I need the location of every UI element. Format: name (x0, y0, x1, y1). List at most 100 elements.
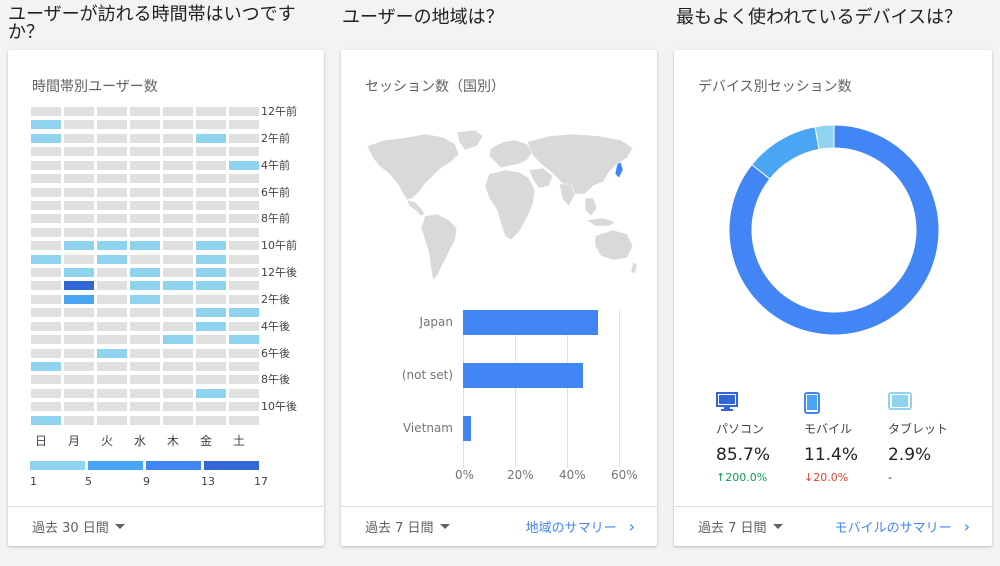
heatmap-cell (163, 187, 193, 197)
heatmap-cell (31, 281, 61, 291)
date-range-label: 過去 7 日間 (698, 521, 767, 536)
heatmap-hour-label: 10午後 (261, 400, 297, 414)
map-africa (484, 169, 536, 241)
bar-x-tick: 0% (455, 468, 475, 482)
heatmap-cell (97, 160, 127, 170)
map-india (558, 183, 576, 207)
heatmap-cell (31, 187, 61, 197)
heatmap-cell (196, 294, 226, 304)
heatmap-day-label: 日 (35, 434, 48, 448)
heatmap-cell (130, 174, 160, 184)
heatmap-cell (163, 308, 193, 318)
heatmap-cell (196, 200, 226, 210)
heatmap-legend-segment (204, 461, 259, 470)
date-range-dropdown[interactable]: 過去 7 日間 (365, 517, 450, 536)
heatmap-cell (97, 227, 127, 237)
date-range-dropdown[interactable]: 過去 7 日間 (698, 517, 783, 536)
map-middle-east (528, 167, 554, 189)
heatmap-cell (163, 133, 193, 143)
mobile-icon (804, 392, 884, 414)
heatmap-cell (163, 281, 193, 291)
region-summary-link[interactable]: 地域のサマリー › (526, 517, 635, 536)
heatmap-cell (163, 294, 193, 304)
heatmap-cell (229, 402, 259, 412)
heatmap-cell (97, 388, 127, 398)
device-summary-link[interactable]: モバイルのサマリー › (835, 517, 970, 536)
heatmap-cell (130, 268, 160, 278)
heatmap-cell (97, 241, 127, 251)
heatmap-legend-tick: 13 (201, 475, 215, 488)
bar-x-tick: 60% (611, 468, 638, 482)
heatmap-cell (31, 200, 61, 210)
heatmap-cell (196, 308, 226, 318)
heatmap-cell (229, 308, 259, 318)
device-percentage: 2.9% (888, 445, 932, 465)
heatmap-hour-label: 2午前 (261, 131, 290, 145)
sessions-bar-chart: 0% 20% 40% 60% Japan (not set) Vietnam (341, 290, 657, 500)
map-new-zealand (630, 261, 638, 275)
heatmap-cell (64, 361, 94, 371)
heatmap-legend-segment (88, 461, 143, 470)
device-card: デバイス別セッション数 パソコン 85.7% ↑200.0% モバイル 11.4% ↓20… (674, 50, 992, 546)
device-item: モバイル 11.4% ↓20.0% (804, 392, 884, 484)
device-percentage: 11.4% (804, 445, 859, 465)
heatmap-cell (31, 268, 61, 278)
heatmap-cell (97, 107, 127, 116)
donut-slice-パソコン[interactable] (728, 124, 940, 336)
bar-(not set)[interactable] (463, 363, 583, 388)
heatmap-cell (196, 107, 226, 116)
donut-slice-タブレット[interactable] (814, 124, 835, 150)
bar-Vietnam[interactable] (463, 415, 471, 441)
heatmap-cell (64, 375, 94, 385)
heatmap-cell (196, 415, 226, 425)
heatmap-cell (163, 254, 193, 264)
heatmap-cell (31, 321, 61, 331)
heatmap-cell (31, 388, 61, 398)
caret-down-icon (439, 524, 450, 529)
heatmap-cell (130, 214, 160, 224)
heatmap-hour-label: 4午後 (261, 319, 290, 333)
heatmap-cell (31, 174, 61, 184)
heatmap-cell (229, 415, 259, 425)
caret-down-icon (772, 524, 783, 529)
heatmap-legend-tick: 9 (143, 475, 150, 488)
heatmap-cell (163, 388, 193, 398)
heatmap-day-label: 月 (68, 434, 81, 448)
bar-grid-line (619, 310, 620, 468)
heatmap-cell (130, 200, 160, 210)
heatmap-cell (229, 133, 259, 143)
heatmap-hour-label: 12午後 (261, 266, 297, 280)
heatmap-cell (64, 388, 94, 398)
heatmap-title: 時間帯別ユーザー数 (32, 79, 158, 95)
tablet-icon (888, 392, 968, 414)
bar-Japan[interactable] (463, 310, 599, 336)
date-range-dropdown[interactable]: 過去 30 日間 (32, 517, 125, 536)
region-title: セッション数（国別） (365, 79, 505, 95)
heatmap-cell (229, 268, 259, 278)
device-item: パソコン 85.7% ↑200.0% (716, 392, 796, 484)
device-name: タブレット (888, 422, 949, 436)
heatmap-cell (163, 174, 193, 184)
heatmap-cell (196, 227, 226, 237)
heatmap-cell (31, 335, 61, 345)
heatmap-cell (31, 133, 61, 143)
heatmap-cell (97, 120, 127, 130)
heatmap-cell (196, 388, 226, 398)
device-change: ↑200.0% (716, 471, 768, 484)
time-heatmap-card: 時間帯別ユーザー数 12午前 2午前 4午前 6午前 8午前 10午前 12午後 2午後 4午後… (8, 50, 324, 546)
heatmap-cell (163, 120, 193, 130)
heatmap-cell (64, 268, 94, 278)
section-title-time: ユーザーが訪れる時間帯はいつですか？ (8, 4, 296, 43)
heatmap-cell (196, 268, 226, 278)
heatmap-day-label: 木 (167, 434, 180, 448)
heatmap-cell (64, 241, 94, 251)
heatmap-cell (130, 254, 160, 264)
heatmap-cell (97, 321, 127, 331)
heatmap-cell (64, 227, 94, 237)
bar-grid-line (515, 310, 516, 468)
heatmap-cell (64, 160, 94, 170)
heatmap-cell (196, 375, 226, 385)
section-title-device: 最もよく使われているデバイスは？ (676, 7, 963, 28)
donut-slice-モバイル[interactable] (751, 126, 820, 180)
bar-category-label: Vietnam (402, 420, 453, 435)
